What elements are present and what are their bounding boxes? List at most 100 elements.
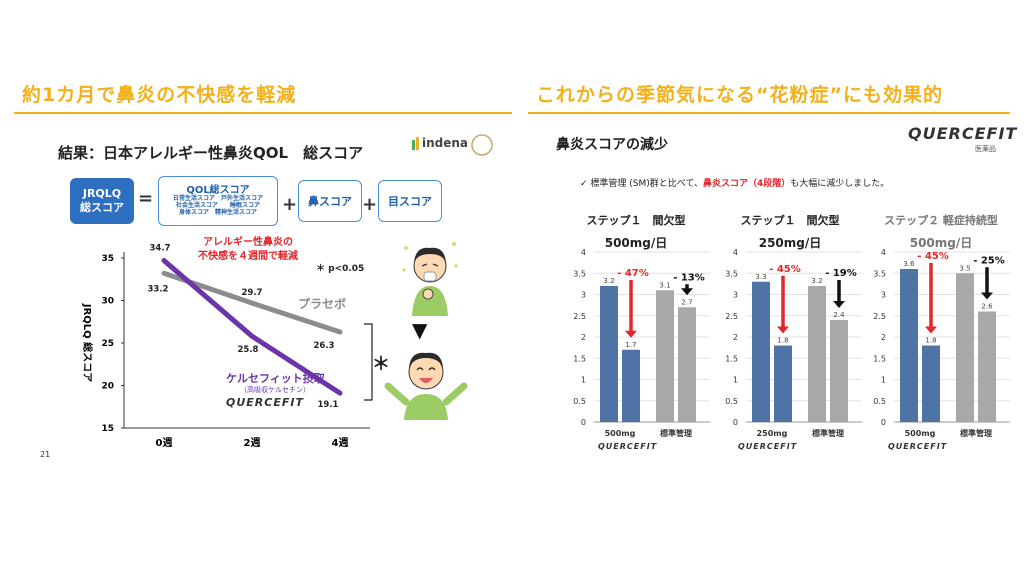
qol-title: QOL総スコア (186, 184, 250, 196)
bar-before (956, 273, 974, 422)
bar-after (922, 345, 940, 422)
reduction-label: - 45% (769, 264, 801, 275)
x-tick-label: 標準管理 (660, 428, 692, 438)
bar-after (774, 345, 792, 422)
panel-1-subtitle: 500mg/日 (604, 236, 668, 250)
bar-value-label: 1.8 (925, 337, 936, 345)
bar-value-label: 1.7 (625, 341, 636, 349)
bar-chart-panel-1: 0 0.5 1 1.5 2 2.5 3 3.5 4 3.2 1.7 - 47% 500mg 3.1 2.7 -… (573, 248, 710, 438)
y-tick-label: 2 (581, 333, 586, 342)
bar-before (900, 269, 918, 422)
x-tick-label: 500mg (905, 429, 936, 438)
data-label: 34.7 (150, 244, 171, 254)
qol-line: 身体スコア 精神生活スコア (178, 209, 257, 217)
reduction-arrow-head (625, 330, 637, 338)
reduction-label: - 13% (673, 272, 705, 283)
reduction-arrow-head (681, 288, 693, 296)
jrqlq-box: JRQLQ 総スコア (70, 178, 134, 224)
panel-3-title: ステップ２ 軽症持続型 (884, 214, 998, 227)
x-tick-label: 0週 (156, 437, 173, 449)
quercefit-series-label: ケルセフィット摂取 (226, 372, 325, 385)
right-section-underline (528, 112, 1010, 114)
quercefit-logo: QUERCEFIT (226, 396, 304, 409)
bar-value-label: 3.1 (659, 281, 670, 289)
bar-value-label: 2.6 (981, 303, 993, 311)
panel-2-logo: QUERCEFIT (738, 442, 798, 451)
panel-2-title: ステップ１ 間欠型 (740, 214, 840, 227)
reduction-label: - 45% (917, 251, 949, 262)
data-label: 25.8 (238, 345, 259, 355)
sneezing-person-icon (402, 242, 458, 316)
reduction-arrow-head (777, 326, 789, 334)
eye-score-box: 目スコア (378, 180, 442, 222)
benefit-annotation-line: 不快感を４週間で軽減 (198, 250, 298, 262)
y-tick-label: 3 (733, 291, 738, 300)
placebo-series-label: プラセボ (298, 297, 347, 311)
y-tick-label: 2 (733, 333, 738, 342)
y-tick-label: 0 (581, 418, 586, 427)
y-tick-label: 30 (101, 297, 114, 307)
y-tick-label: 1 (733, 376, 738, 385)
y-tick-label: 1 (881, 376, 886, 385)
panel-3-subtitle: 500mg/日 (909, 236, 973, 250)
left-section-underline (14, 112, 512, 114)
y-tick-label: 4 (881, 248, 886, 257)
bar-value-label: 3.6 (903, 260, 915, 268)
panel-3-logo: QUERCEFIT (888, 442, 948, 451)
y-tick-label: 4 (581, 248, 586, 257)
x-tick-label: 500mg (605, 429, 636, 438)
y-tick-label: 20 (101, 382, 114, 392)
nose-score-box: 鼻スコア (298, 180, 362, 222)
indena-logo: indena (410, 132, 495, 158)
happy-person-icon (384, 352, 468, 420)
y-tick-label: 1.5 (573, 354, 586, 363)
panel-1-logo: QUERCEFIT (598, 442, 658, 451)
y-tick-label: 0.5 (573, 397, 586, 406)
comparison-note-highlight: 鼻炎スコア（4段階） (702, 179, 791, 189)
y-tick-label: 0 (881, 418, 886, 427)
reduction-arrow-head (833, 301, 845, 308)
benefit-annotation-line: アレルギー性鼻炎の (203, 237, 293, 248)
panel-2-subtitle: 250mg/日 (758, 236, 822, 250)
data-label: 26.3 (314, 341, 335, 351)
y-tick-label: 2.5 (725, 312, 738, 321)
panel-1-title: ステップ１ 間欠型 (586, 214, 686, 227)
panel-3-header: ステップ２ 軽症持続型 500mg/日 (866, 212, 1016, 251)
left-section-title: 約1カ月で鼻炎の不快感を軽減 (22, 84, 297, 106)
bar-after (978, 311, 996, 422)
y-tick-label: 3.5 (725, 269, 738, 278)
series-line-quercefit (161, 258, 343, 396)
panel-1-header: ステップ１ 間欠型 500mg/日 (566, 212, 706, 251)
jrqlq-line-chart: 15 20 25 30 35 0週 2週 4週 JRQLQ 総スコア 33.2 29.7 26.3 3… (81, 244, 370, 449)
comparison-note-suffix: も大幅に減少しました。 (790, 179, 890, 189)
bar-before (808, 286, 826, 422)
down-arrow-icon: ▼ (412, 318, 428, 342)
bar-value-label: 3.2 (603, 277, 614, 285)
quercefit-brand-logo: QUERCEFIT (908, 124, 1018, 143)
panel-2-header: ステップ１ 間欠型 250mg/日 (720, 212, 860, 251)
footnote-number: 21 (40, 450, 51, 459)
qol-box: QOL総スコア 日常生活スコア 戸外生活スコア 社会生活スコア 睡眠スコア 身体… (158, 176, 278, 226)
bar-chart-panel-2: 0 0.5 1 1.5 2 2.5 3 3.5 4 3.3 1.8 - 45% 250mg 3.2 2.4 -… (725, 248, 862, 438)
bar-value-label: 3.5 (959, 264, 970, 272)
data-label: 19.1 (318, 400, 339, 410)
comparison-note-prefix: ✓ 標準管理 (SM)群と比べて、 (580, 179, 703, 189)
reduction-label: - 47% (617, 268, 649, 279)
y-tick-label: 0 (733, 418, 738, 427)
y-tick-label: 4 (733, 248, 738, 257)
benefit-annotation: アレルギー性鼻炎の 不快感を４週間で軽減 (198, 236, 298, 263)
y-tick-label: 1 (581, 376, 586, 385)
y-tick-label: 3 (881, 291, 886, 300)
x-tick-label: 250mg (757, 429, 788, 438)
data-label: 29.7 (242, 288, 263, 298)
reduction-label: - 25% (973, 255, 1005, 266)
bar-value-label: 2.4 (833, 311, 845, 319)
y-tick-label: 3 (581, 291, 586, 300)
y-tick-label: 25 (101, 339, 114, 349)
bar-after (678, 307, 696, 422)
x-tick-label: 4週 (332, 437, 349, 449)
comparison-note: ✓ 標準管理 (SM)群と比べて、鼻炎スコア（4段階）も大幅に減少しました。 (580, 176, 889, 189)
y-tick-label: 0.5 (873, 397, 886, 406)
bar-before (600, 286, 618, 422)
quercefit-series-sublabel: （高吸収ケルセチン） (240, 386, 310, 394)
